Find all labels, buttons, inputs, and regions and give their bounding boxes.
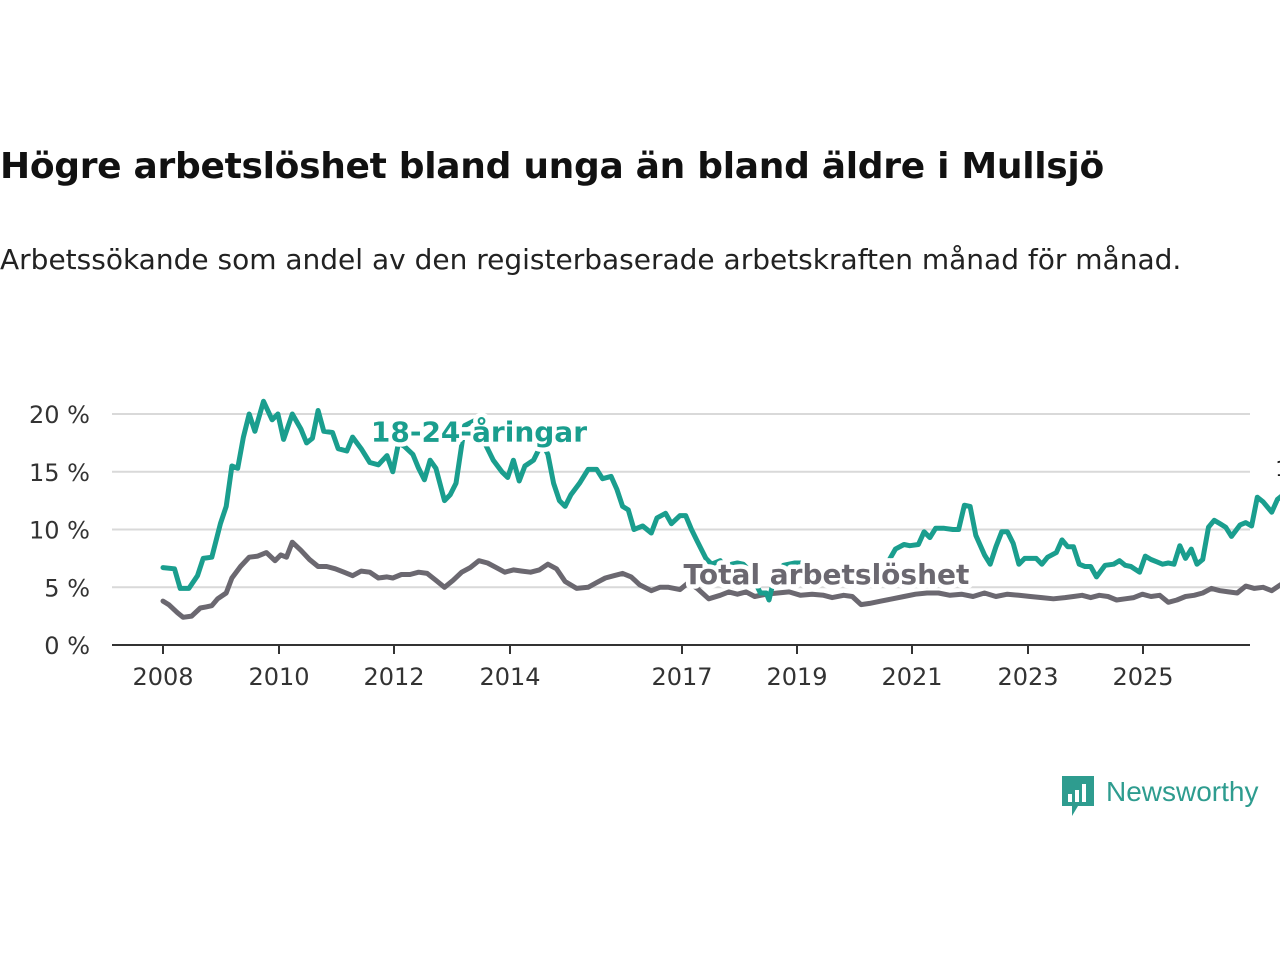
end-value-label: 13,4 % [1275, 457, 1280, 481]
x-tick-label: 2023 [997, 663, 1058, 691]
x-axis-ticks: 2008 2010 2012 2014 2017 2019 2021 2023 2025 [132, 645, 1174, 691]
x-tick-label: 2010 [248, 663, 309, 691]
series-label-halo: 18-24-åringar [371, 416, 587, 449]
series-line-youth [160, 398, 1280, 603]
line-chart: 0 %5 %10 %15 %20 % 2008 2010 2012 2014 2017 2… [29, 398, 1280, 691]
series-lines [160, 398, 1280, 620]
y-tick-label: 15 % [29, 459, 90, 487]
bar-chart-speech-bubble-icon [1062, 776, 1094, 816]
x-tick-label: 2008 [132, 663, 193, 691]
y-tick-label: 20 % [29, 401, 90, 429]
y-tick-label: 0 % [44, 632, 90, 660]
chart-title: Högre arbetslöshet bland unga än bland ä… [0, 146, 1104, 187]
x-tick-label: 2025 [1112, 663, 1173, 691]
x-tick-label: 2021 [881, 663, 942, 691]
x-tick-label: 2012 [363, 663, 424, 691]
chart-subtitle: Arbetssökande som andel av den registerb… [0, 243, 1182, 276]
y-axis-tick-labels: 0 % 5 % 10 % 15 % 20 % [29, 401, 90, 660]
y-tick-label: 10 % [29, 517, 90, 545]
x-tick-label: 2019 [766, 663, 827, 691]
x-tick-label: 2014 [479, 663, 540, 691]
series-label-halo: Total arbetslöshet [684, 558, 970, 591]
newsworthy-logo: Newsworthy [1058, 772, 1258, 820]
y-tick-label: 5 % [44, 574, 90, 602]
series-label: Total arbetslöshet [684, 558, 970, 591]
series-label: 18-24-åringar [371, 416, 587, 449]
series-line-total [160, 539, 1280, 620]
brand-name: Newsworthy [1106, 776, 1259, 807]
end-value-labels: 13,4 %5,4 % [1275, 457, 1280, 481]
x-tick-label: 2017 [651, 663, 712, 691]
